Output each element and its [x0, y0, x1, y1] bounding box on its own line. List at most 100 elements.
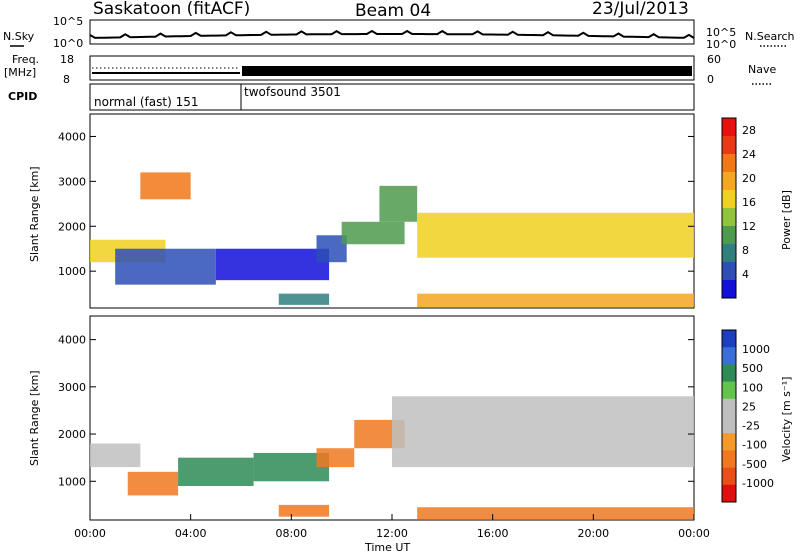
power-colorbar-blocks: [722, 118, 736, 299]
cpid-segment-2: [240, 83, 695, 111]
freq-label: Freq.: [12, 53, 39, 66]
velocity-colorbar-tick: 500: [742, 362, 763, 375]
freq-panel-frame: [89, 55, 695, 81]
y-tick-label: 4000: [58, 130, 86, 143]
velocity-colorbar-block: [722, 347, 736, 365]
power-colorbar-ticks: 28 24 20 16 12 8 4: [742, 124, 756, 281]
velocity-colorbar-blocks: [722, 330, 736, 503]
nsky-label: N.Sky: [3, 30, 35, 43]
x-tick-label: 00:00: [678, 527, 710, 540]
velocity-colorbar-tick: -1000: [742, 477, 774, 490]
x-axis-label: Time UT: [364, 541, 410, 554]
power-region-4: [278, 293, 330, 305]
power-colorbar-block: [722, 208, 736, 227]
velocity-region-8: [278, 504, 330, 517]
freq-tick-top: 18: [60, 53, 74, 66]
power-region-8: [417, 293, 694, 308]
velocity-x-ticks: 00:00 04:00 08:00 12:00 16:00 20:00 00:00: [74, 514, 710, 540]
power-colorbar-block: [722, 244, 736, 263]
velocity-region-2: [178, 457, 254, 486]
nsearch-tick-bottom: 10^0: [706, 38, 736, 51]
y-tick-label: 2000: [58, 428, 86, 441]
velocity-region-4: [316, 448, 355, 468]
velocity-colorbar-block: [722, 467, 736, 486]
cpid-segment-2-label: twofsound 3501: [244, 85, 341, 99]
nave-trace-dense: [242, 66, 692, 76]
power-colorbar-block: [722, 136, 736, 155]
velocity-colorbar-block: [722, 364, 736, 383]
velocity-region-7: [417, 507, 694, 520]
y-tick-label: 3000: [58, 381, 86, 394]
y-tick-label: 3000: [58, 175, 86, 188]
power-colorbar-block: [722, 262, 736, 281]
power-panel: 1000 2000 3000 4000 Slant Range [km]: [28, 113, 695, 309]
power-colorbar-block: [722, 280, 736, 299]
nsky-panel-frame: [89, 19, 695, 45]
power-data-regions: [90, 172, 694, 308]
velocity-colorbar-block: [722, 450, 736, 469]
velocity-region-1: [127, 471, 179, 496]
velocity-colorbar-block: [722, 484, 736, 503]
cpid-label: CPID: [8, 90, 37, 103]
power-region-5: [341, 221, 405, 245]
date-title: 23/Jul/2013: [592, 0, 689, 19]
velocity-colorbar-ticks: 1000 500 100 25 -25 -100 -500 -1000: [742, 343, 774, 490]
x-tick-label: 04:00: [175, 527, 207, 540]
cpid-segment-1-label: normal (fast) 151: [94, 95, 198, 109]
freq-unit-label: [MHz]: [4, 66, 36, 79]
nsky-line: [89, 29, 695, 39]
station-title: Saskatoon (fitACF): [93, 0, 250, 19]
power-colorbar-frame: [721, 117, 737, 299]
power-colorbar-block: [722, 172, 736, 191]
nave-label: Nave: [748, 63, 776, 76]
power-colorbar-block: [722, 154, 736, 173]
y-tick-label: 4000: [58, 334, 86, 347]
x-tick-label: 12:00: [376, 527, 408, 540]
nave-tick-top: 60: [707, 53, 721, 66]
power-colorbar-tick: 8: [742, 244, 749, 257]
x-tick-label: 08:00: [275, 527, 307, 540]
power-colorbar-tick: 20: [742, 172, 756, 185]
velocity-colorbar-tick: -500: [742, 458, 767, 471]
y-tick-label: 1000: [58, 475, 86, 488]
velocity-colorbar-tick: 100: [742, 381, 763, 394]
velocity-data-regions: [90, 396, 694, 520]
x-tick-label: 00:00: [74, 527, 106, 540]
power-colorbar-tick: 24: [742, 148, 756, 161]
velocity-colorbar-block: [722, 381, 736, 400]
power-region-1: [115, 248, 216, 285]
power-y-axis-label: Slant Range [km]: [28, 166, 41, 262]
nave-tick-bottom: 0: [707, 73, 714, 86]
velocity-colorbar: 1000 500 100 25 -25 -100 -500 -1000 Velocity [m…: [721, 329, 793, 503]
power-colorbar-block: [722, 226, 736, 245]
power-region-2: [215, 248, 330, 281]
velocity-y-ticks: 1000 2000 3000 4000: [58, 334, 694, 488]
nsky-tick-bottom: 10^0: [53, 37, 83, 50]
velocity-colorbar-tick: 25: [742, 400, 756, 413]
beam-title: Beam 04: [355, 1, 431, 21]
velocity-colorbar-block: [722, 398, 736, 417]
power-region-6: [379, 185, 418, 222]
velocity-y-axis-label: Slant Range [km]: [28, 370, 41, 466]
power-colorbar-label: Power [dB]: [780, 190, 793, 250]
power-panel-frame: [89, 113, 695, 309]
velocity-colorbar-block: [722, 416, 736, 434]
power-colorbar-block: [722, 190, 736, 209]
x-tick-label: 20:00: [577, 527, 609, 540]
power-colorbar: 28 24 20 16 12 8 4 Power [dB]: [721, 117, 793, 299]
nsky-trace: [89, 29, 695, 39]
power-colorbar-tick: 16: [742, 196, 756, 209]
velocity-region-0: [90, 443, 141, 468]
power-colorbar-block: [722, 118, 736, 137]
power-region-7: [417, 212, 694, 258]
velocity-colorbar-tick: 1000: [742, 343, 770, 356]
power-colorbar-tick: 4: [742, 268, 749, 281]
x-tick-label: 16:00: [477, 527, 509, 540]
power-colorbar-tick: 28: [742, 124, 756, 137]
velocity-colorbar-block: [722, 330, 736, 348]
velocity-colorbar-tick: -100: [742, 439, 767, 452]
power-colorbar-tick: 12: [742, 220, 756, 233]
velocity-colorbar-tick: -25: [742, 420, 760, 433]
velocity-region-6: [392, 396, 694, 468]
